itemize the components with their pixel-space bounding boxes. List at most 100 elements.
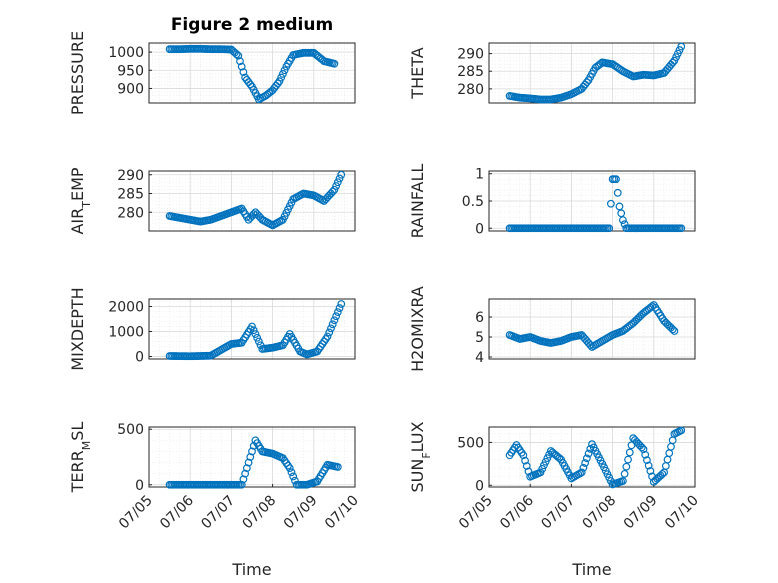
y-axis-label: AIRTEMP: [68, 167, 93, 234]
subplot-mixdepth: 0 1000 2000 MIXDEPTH: [68, 287, 356, 371]
series-markers: [505, 175, 686, 233]
subplot-sun: 0 500 07/05 07/06 07/07 07/08 07/09 07/10 SUNFLU…: [408, 421, 702, 579]
series-markers: [165, 170, 346, 230]
data-point: [251, 330, 260, 338]
data-point: [577, 468, 586, 477]
x-tick-label: 07/10: [322, 493, 362, 533]
data-point: [648, 302, 656, 311]
data-point: [330, 59, 339, 68]
data-point: [285, 464, 294, 473]
y-axis-label: H2OMIXRA: [408, 286, 427, 372]
y-axis-label: PRESSURE: [68, 31, 87, 115]
data-point: [236, 57, 244, 66]
x-tick-label: 07/06: [157, 492, 197, 532]
data-point: [328, 187, 337, 196]
data-point: [522, 462, 531, 470]
data-point: [232, 50, 241, 59]
data-point: [668, 58, 677, 67]
data-point: [637, 443, 646, 452]
y-tick-label: 1000: [108, 325, 144, 341]
data-point: [624, 455, 632, 464]
y-tick-label: 280: [457, 82, 484, 98]
axes-frame: [488, 298, 696, 360]
x-tick-label: 07/06: [497, 492, 537, 532]
y-tick-label: 0: [135, 478, 144, 494]
data-point: [248, 447, 256, 456]
data-point: [619, 216, 627, 224]
figure-title: Figure 2 medium: [171, 15, 333, 35]
data-point: [330, 316, 339, 325]
data-point: [335, 174, 344, 183]
data-point: [677, 224, 686, 233]
data-point: [234, 51, 243, 60]
series-markers: [505, 426, 686, 489]
data-point: [519, 451, 528, 460]
data-point: [622, 462, 631, 471]
axes-frame: [148, 426, 356, 488]
y-tick-label: 0.5: [462, 194, 484, 210]
data-point: [605, 224, 614, 233]
data-point: [325, 328, 334, 337]
y-tick-label: 1000: [108, 45, 144, 61]
data-point: [246, 80, 255, 89]
data-point: [586, 444, 595, 453]
series-markers: [165, 436, 342, 489]
x-tick-label: 07/05: [116, 493, 156, 533]
x-tick-label: 07/08: [580, 493, 620, 533]
y-tick-label: 6: [475, 310, 484, 326]
data-point: [644, 461, 653, 470]
y-tick-label: 0: [475, 221, 484, 237]
y-tick-label: 500: [117, 422, 144, 438]
y-tick-label: 5: [475, 330, 484, 346]
data-point: [581, 459, 590, 467]
y-tick-label: 4: [475, 350, 484, 366]
x-tick-label: 07/07: [538, 493, 578, 533]
data-point: [541, 457, 550, 466]
data-point: [248, 322, 256, 331]
series-markers: [165, 300, 346, 361]
data-point: [658, 470, 667, 478]
x-axis-label: Time: [571, 560, 611, 579]
data-point: [543, 454, 552, 463]
x-tick-label: 07/05: [456, 493, 496, 533]
y-axis-label: TERRMSL: [68, 422, 93, 494]
data-point: [670, 327, 679, 335]
x-tick-label: 07/10: [662, 493, 702, 533]
data-point: [249, 210, 258, 219]
axes-frame: [488, 426, 696, 488]
data-point: [613, 188, 622, 197]
data-point: [277, 73, 286, 82]
x-tick-label: 07/09: [621, 493, 661, 533]
data-point: [641, 450, 650, 459]
data-point: [242, 464, 251, 473]
data-point: [239, 475, 248, 484]
data-point: [668, 325, 677, 334]
data-point: [332, 312, 341, 321]
series-markers: [505, 301, 679, 351]
y-tick-label: 285: [117, 187, 144, 203]
y-tick-label: 280: [117, 205, 144, 221]
x-tick-label: 07/09: [281, 493, 321, 533]
data-point: [330, 185, 339, 194]
x-axis-label: Time: [231, 560, 271, 579]
data-point: [289, 472, 298, 481]
data-point: [584, 449, 593, 458]
axes-frame: [488, 42, 696, 104]
data-point: [335, 304, 344, 312]
data-point: [241, 469, 250, 478]
y-axis-label: THETA: [408, 47, 427, 99]
series-markers: [165, 44, 339, 104]
data-point: [333, 463, 342, 471]
data-point: [275, 77, 284, 86]
data-point: [280, 66, 289, 75]
data-point: [625, 448, 634, 457]
subplot-pressure: 900 950 1000 PRESSURE: [68, 31, 356, 115]
y-tick-label: 285: [457, 64, 484, 80]
data-point: [579, 463, 588, 472]
data-point: [582, 78, 591, 87]
data-point: [327, 324, 335, 333]
y-tick-label: 0: [135, 350, 144, 366]
subplot-h2omixra: 4 5 6 H2OMIXRA: [408, 286, 696, 372]
subplot-terr: 0 500 07/05 07/06 07/07 07/08 07/09 07/10 TERRMS…: [68, 422, 362, 579]
